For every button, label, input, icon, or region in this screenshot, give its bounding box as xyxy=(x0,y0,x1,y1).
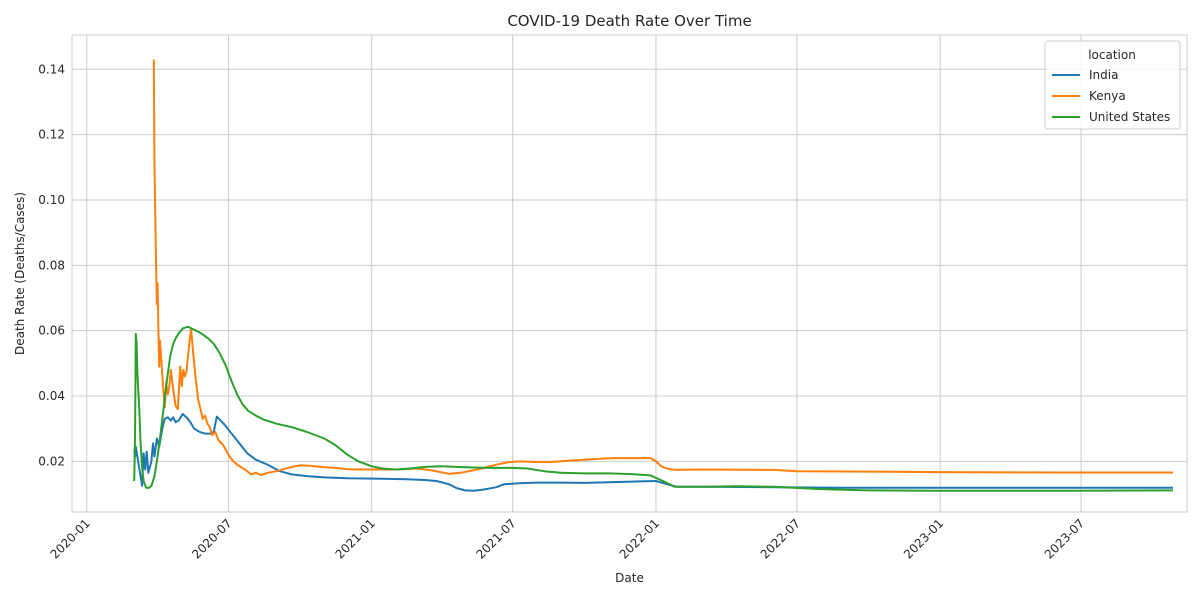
legend-label: India xyxy=(1089,68,1118,82)
x-tick-label: 2021-07 xyxy=(473,516,518,561)
series-layer xyxy=(132,59,1174,492)
x-tick-label: 2022-01 xyxy=(617,516,662,561)
x-tick-label: 2023-07 xyxy=(1042,516,1087,561)
y-tick-label: 0.04 xyxy=(38,389,65,403)
y-tick-label: 0.08 xyxy=(38,258,65,272)
series-line-india xyxy=(133,413,1173,492)
legend-items: India Kenya United States xyxy=(1052,68,1170,124)
y-tick-label: 0.10 xyxy=(38,193,65,207)
legend-label: Kenya xyxy=(1089,89,1126,103)
x-tick-label: 2021-01 xyxy=(333,516,378,561)
series-line-united-states xyxy=(132,325,1174,492)
legend-label: United States xyxy=(1089,110,1170,124)
legend-title: location xyxy=(1088,48,1136,62)
series-line-kenya xyxy=(152,59,1173,477)
y-axis-label: Death Rate (Deaths/Cases) xyxy=(13,192,27,355)
x-axis: 2020-01 2020-07 2021-01 2021-07 2022-01 2022-… xyxy=(48,516,1088,561)
legend-box xyxy=(1044,40,1181,130)
x-tick-label: 2020-01 xyxy=(48,516,93,561)
plot-area xyxy=(71,34,1188,513)
y-tick-label: 0.06 xyxy=(38,324,65,338)
x-tick-label: 2022-07 xyxy=(758,516,803,561)
x-tick-label: 2023-01 xyxy=(901,516,946,561)
y-tick-label: 0.14 xyxy=(38,62,65,76)
chart-title: COVID-19 Death Rate Over Time xyxy=(507,12,751,30)
x-axis-label: Date xyxy=(615,571,644,585)
y-axis: 0.02 0.04 0.06 0.08 0.10 0.12 0.14 xyxy=(38,62,65,468)
x-tick-label: 2020-07 xyxy=(189,516,234,561)
y-tick-label: 0.12 xyxy=(38,128,65,142)
y-tick-label: 0.02 xyxy=(38,454,65,468)
legend: location India Kenya United States xyxy=(1044,40,1181,130)
